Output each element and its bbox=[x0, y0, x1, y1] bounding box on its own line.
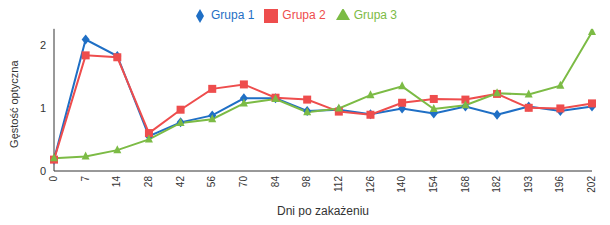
svg-text:70: 70 bbox=[238, 176, 249, 188]
svg-text:2: 2 bbox=[40, 39, 46, 51]
svg-text:14: 14 bbox=[111, 176, 122, 188]
svg-text:196: 196 bbox=[554, 176, 565, 193]
svg-text:Gęstość optyczna: Gęstość optyczna bbox=[8, 60, 20, 148]
html-text:Grupa 2: Grupa 2 bbox=[282, 8, 326, 22]
svg-text:202: 202 bbox=[586, 176, 597, 193]
svg-text:154: 154 bbox=[428, 176, 439, 193]
svg-text:Dni po zakażeniu: Dni po zakażeniu bbox=[277, 204, 369, 217]
svg-text:7: 7 bbox=[80, 176, 91, 182]
html-text:Grupa 3: Grupa 3 bbox=[353, 8, 397, 22]
svg-text:0: 0 bbox=[40, 165, 46, 177]
svg-text:42: 42 bbox=[175, 176, 186, 188]
svg-text:182: 182 bbox=[491, 176, 502, 193]
svg-text:126: 126 bbox=[365, 176, 376, 193]
svg-text:98: 98 bbox=[301, 176, 312, 188]
svg-text:193: 193 bbox=[523, 176, 534, 193]
svg-text:0: 0 bbox=[48, 176, 59, 182]
svg-text:84: 84 bbox=[270, 176, 281, 188]
svg-text:28: 28 bbox=[143, 176, 154, 188]
html-text:Grupa 1: Grupa 1 bbox=[211, 8, 255, 22]
svg-text:112: 112 bbox=[333, 176, 344, 192]
svg-text:168: 168 bbox=[460, 176, 471, 193]
svg-text:56: 56 bbox=[206, 176, 217, 188]
svg-text:1: 1 bbox=[40, 102, 46, 114]
svg-text:140: 140 bbox=[396, 176, 407, 193]
